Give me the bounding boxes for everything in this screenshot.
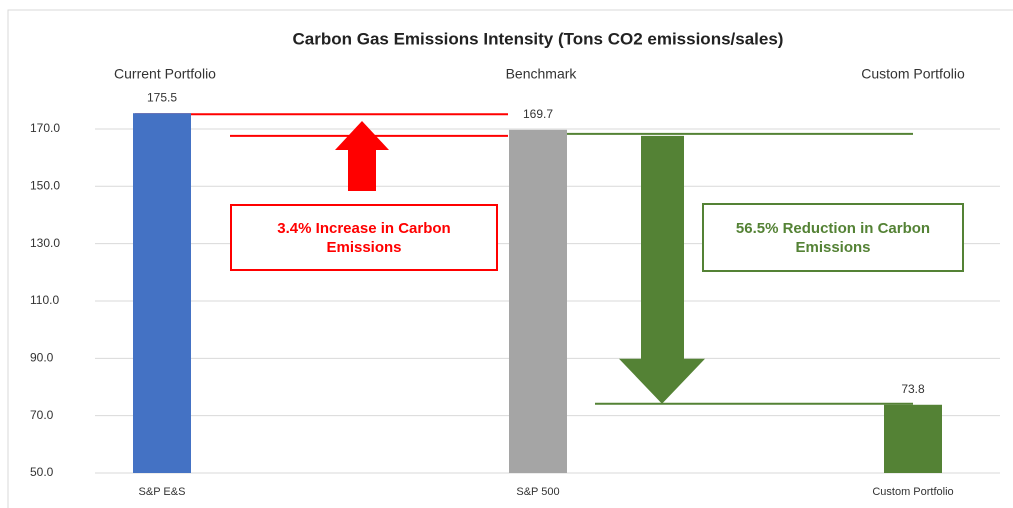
- group-label: Benchmark: [506, 66, 578, 82]
- y-tick-label: 90.0: [30, 350, 54, 364]
- bar: [884, 404, 942, 473]
- group-label: Custom Portfolio: [861, 66, 965, 82]
- value-label: 73.8: [901, 382, 925, 396]
- y-tick-label: 170.0: [30, 121, 60, 135]
- reduction-arrow: [619, 135, 705, 404]
- y-tick-label: 50.0: [30, 465, 54, 479]
- y-tick-label: 130.0: [30, 236, 60, 250]
- annotation: 56.5% Reduction in Carbon Emissions: [702, 203, 964, 272]
- value-label: 169.7: [523, 107, 553, 121]
- x-tick-label: S&P E&S: [139, 486, 186, 498]
- x-tick-label: S&P 500: [516, 486, 559, 498]
- annotation: 3.4% Increase in Carbon Emissions: [230, 204, 498, 271]
- bar: [133, 113, 191, 473]
- increase-arrow: [335, 121, 389, 191]
- chart-border: [7, 9, 1013, 508]
- x-tick-label: Custom Portfolio: [872, 486, 953, 498]
- group-label: Current Portfolio: [114, 66, 216, 82]
- bar: [509, 129, 567, 473]
- chart-title: Carbon Gas Emissions Intensity (Tons CO2…: [293, 29, 784, 48]
- y-tick-label: 150.0: [30, 178, 60, 192]
- y-tick-label: 70.0: [30, 408, 54, 422]
- value-label: 175.5: [147, 90, 177, 104]
- y-tick-label: 110.0: [30, 293, 59, 307]
